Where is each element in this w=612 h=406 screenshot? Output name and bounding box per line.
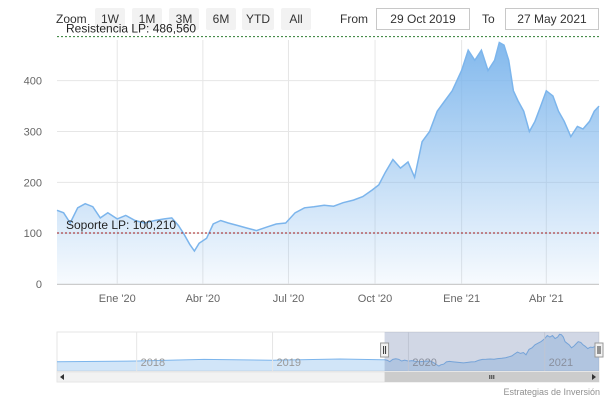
- series-line: [56, 41, 600, 253]
- resistance-label: Resistencia LP: 486,560: [66, 22, 196, 36]
- to-label: To: [482, 12, 495, 26]
- scroll-left-arrow-icon[interactable]: [60, 374, 64, 380]
- y-tick-label: 300: [24, 127, 42, 139]
- support-label: Soporte LP: 100,210: [66, 218, 176, 232]
- x-tick-label: Ene '20: [99, 293, 136, 305]
- y-tick-label: 200: [24, 177, 42, 189]
- navigator-year-label: 2021: [549, 357, 573, 369]
- navigator-left-handle[interactable]: [380, 342, 390, 358]
- navigator-year-label: 2018: [141, 357, 165, 369]
- y-tick-label: 100: [24, 228, 42, 240]
- navigator-line: [56, 333, 600, 367]
- navigator-year-label: 2019: [277, 357, 301, 369]
- series-area-fill: [57, 42, 599, 284]
- zoom-3m-button[interactable]: 3M: [169, 8, 199, 30]
- navigator-right-handle[interactable]: [594, 342, 604, 358]
- zoom-1w-button[interactable]: 1W: [95, 8, 125, 30]
- x-tick-label: Abr '21: [529, 293, 564, 305]
- axes: 0 100 200 300 400 Ene '20 Abr '20 Jul '20 Oct '2…: [24, 76, 599, 305]
- x-tick-label: Oct '20: [358, 293, 393, 305]
- zoom-6m-button[interactable]: 6M: [206, 8, 236, 30]
- zoom-label: Zoom: [56, 12, 87, 26]
- series-area: [56, 41, 600, 284]
- navigator-background: [56, 331, 600, 372]
- x-tick-label: Ene '21: [443, 293, 480, 305]
- scroll-right-arrow-icon[interactable]: [592, 374, 596, 380]
- zoom-ytd-button[interactable]: YTD: [242, 8, 274, 30]
- navigator-area: [57, 334, 599, 371]
- annotations: Resistencia LP: 486,560 Soporte LP: 100,2…: [57, 22, 599, 234]
- to-date-input[interactable]: 27 May 2021: [505, 8, 599, 30]
- y-tick-label: 400: [24, 76, 42, 88]
- zoom-all-button[interactable]: All: [281, 8, 311, 30]
- x-tick-label: Jul '20: [273, 293, 304, 305]
- zoom-1m-button[interactable]: 1M: [132, 8, 162, 30]
- from-label: From: [340, 12, 368, 26]
- navigator-year-label: 2020: [412, 357, 436, 369]
- navigator-selection-mask: [384, 332, 599, 371]
- from-date-input[interactable]: 29 Oct 2019: [376, 8, 470, 30]
- navigator[interactable]: 2018 2019 2020 2021: [56, 331, 604, 383]
- credits: Estrategias de Inversión: [503, 387, 600, 397]
- x-tick-label: Abr '20: [186, 293, 221, 305]
- y-tick-label: 0: [36, 279, 42, 291]
- range-selector-toolbar: Zoom 1W 1M 3M 6M YTD All From 29 Oct 201…: [0, 0, 612, 34]
